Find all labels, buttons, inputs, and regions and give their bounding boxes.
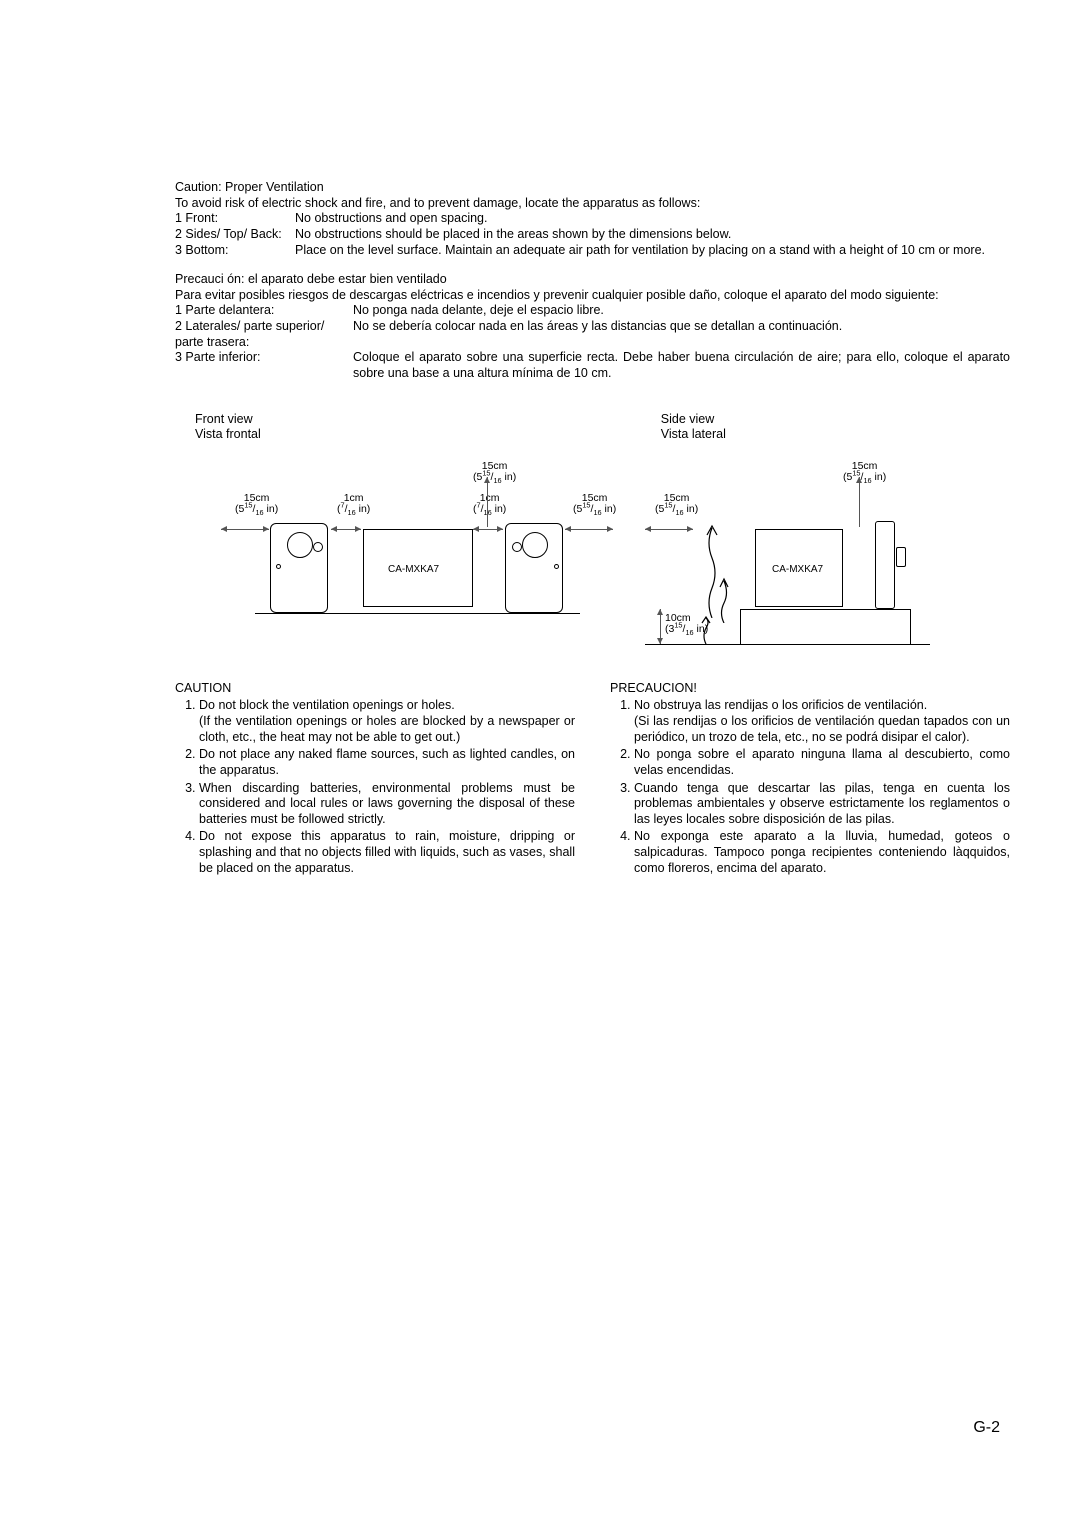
- side-unit-icon: CA-MXKA7: [755, 529, 843, 607]
- caution-head-en: CAUTION: [175, 681, 575, 697]
- caution-col-en: CAUTION Do not block the ventilation ope…: [175, 681, 575, 879]
- row-front-es: 1 Parte delantera: No ponga nada delante…: [175, 303, 1010, 319]
- dim-15cm: 15cm(515/16 in): [473, 461, 516, 484]
- dim-15cm: 15cm(515/16 in): [235, 493, 278, 516]
- arrow-icon: [660, 609, 661, 644]
- row-sides-en: 2 Sides/ Top/ Back: No obstructions shou…: [175, 227, 1010, 243]
- label: 2 Laterales/ parte superior/ parte trase…: [175, 319, 353, 350]
- label: 2 Sides/ Top/ Back:: [175, 227, 295, 243]
- row-sides-es: 2 Laterales/ parte superior/ parte trase…: [175, 319, 1010, 350]
- arrow-icon: [473, 529, 503, 530]
- arrow-icon: [331, 529, 361, 530]
- arrow-icon: [565, 529, 613, 530]
- caution-intro-en: To avoid risk of electric shock and fire…: [175, 196, 1010, 212]
- diagram-svg: 15cm(515/16 in) 15cm(515/16 in) 1cm(7/16…: [215, 461, 965, 651]
- arrow-icon: [645, 529, 693, 530]
- dim-15cm: 15cm(515/16 in): [843, 461, 886, 484]
- main-unit-icon: CA-MXKA7: [363, 529, 473, 607]
- label: 1 Parte delantera:: [175, 303, 353, 319]
- text: No se debería colocar nada en las áreas …: [353, 319, 1010, 350]
- text: No obstructions should be placed in the …: [295, 227, 1010, 243]
- heat-arrow-icon: [717, 575, 731, 623]
- floor-line-side: [645, 644, 930, 645]
- caution-title-es: Precauci ón: el aparato debe estar bien …: [175, 272, 1010, 288]
- caution-title-en: Caution: Proper Ventilation: [175, 180, 1010, 196]
- speaker-right-icon: [505, 523, 563, 613]
- arrow-icon: [487, 477, 488, 527]
- front-view-label: Front view Vista frontal: [195, 412, 261, 443]
- model-label: CA-MXKA7: [772, 564, 823, 577]
- dim-1cm: 1cm(7/16 in): [337, 493, 370, 516]
- dim-1cm: 1cm(7/16 in): [473, 493, 506, 516]
- list-item: No exponga este aparato a la lluvia, hum…: [634, 829, 1010, 876]
- row-bottom-es: 3 Parte inferior: Coloque el aparato sob…: [175, 350, 1010, 381]
- label: 3 Parte inferior:: [175, 350, 353, 381]
- label: 1 Front:: [175, 211, 295, 227]
- speaker-left-icon: [270, 523, 328, 613]
- caution-columns: CAUTION Do not block the ventilation ope…: [175, 681, 1010, 879]
- list-item: Do not place any naked flame sources, su…: [199, 747, 575, 778]
- list-item: Do not block the ventilation openings or…: [199, 698, 575, 745]
- row-front-en: 1 Front: No obstructions and open spacin…: [175, 211, 1010, 227]
- list-item: No obstruya las rendijas o los orificios…: [634, 698, 1010, 745]
- dim-15cm: 15cm(515/16 in): [655, 493, 698, 516]
- list-item: When discarding batteries, environmental…: [199, 781, 575, 828]
- floor-line: [255, 613, 580, 614]
- list-item: Do not expose this apparatus to rain, mo…: [199, 829, 575, 876]
- caution-intro-es: Para evitar posibles riesgos de descarga…: [175, 288, 1010, 304]
- ventilation-caution-en: Caution: Proper Ventilation To avoid ris…: [175, 180, 1010, 258]
- stand-line: [740, 609, 910, 610]
- arrow-icon: [221, 529, 269, 530]
- side-view-label: Side view Vista lateral: [661, 412, 726, 443]
- caution-col-es: PRECAUCION! No obstruya las rendijas o l…: [610, 681, 1010, 879]
- dim-15cm: 15cm(515/16 in): [573, 493, 616, 516]
- ventilation-caution-es: Precauci ón: el aparato debe estar bien …: [175, 272, 1010, 381]
- caution-head-es: PRECAUCION!: [610, 681, 1010, 697]
- clearance-diagram: Front view Vista frontal Side view Vista…: [175, 412, 1010, 651]
- text: Coloque el aparato sobre una superficie …: [353, 350, 1010, 381]
- list-item: Cuando tenga que descartar las pilas, te…: [634, 781, 1010, 828]
- page-number: G-2: [973, 1418, 1000, 1438]
- text: Place on the level surface. Maintain an …: [295, 243, 1010, 259]
- arrow-icon: [859, 477, 860, 527]
- side-speaker-icon: [875, 521, 895, 609]
- row-bottom-en: 3 Bottom: Place on the level surface. Ma…: [175, 243, 1010, 259]
- list-item: No ponga sobre el aparato ninguna llama …: [634, 747, 1010, 778]
- text: No obstructions and open spacing.: [295, 211, 1010, 227]
- dim-10cm: 10cm(315/16 in): [665, 613, 708, 636]
- text: No ponga nada delante, deje el espacio l…: [353, 303, 1010, 319]
- label: 3 Bottom:: [175, 243, 295, 259]
- model-label: CA-MXKA7: [388, 564, 439, 577]
